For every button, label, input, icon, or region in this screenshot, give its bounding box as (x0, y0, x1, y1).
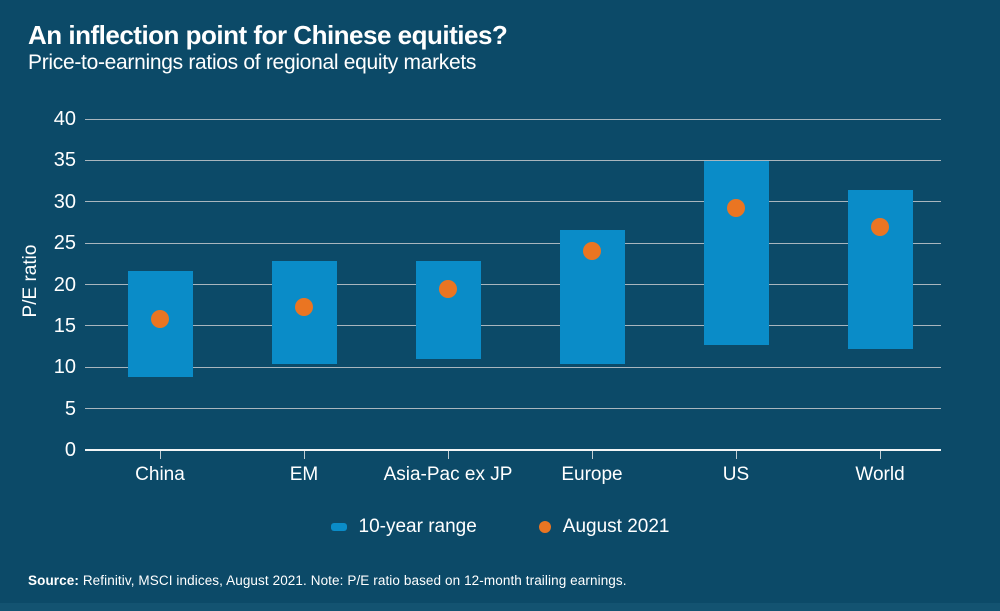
gridline-15 (85, 325, 941, 327)
x-tick-china (160, 451, 161, 459)
y-tick-label-35: 35 (53, 149, 76, 172)
x-tick-world (880, 451, 881, 459)
range-bar-world (847, 190, 913, 350)
x-tick-asia-pac-ex-jp (448, 451, 449, 459)
bottom-accent-strip (0, 603, 1000, 611)
legend: 10-year range August 2021 (0, 516, 1000, 538)
gridline-35 (85, 159, 941, 161)
range-bar-asia-pac-ex-jp (415, 261, 481, 359)
x-category-label-asia-pac-ex-jp: Asia-Pac ex JP (383, 464, 513, 485)
dot-marker-europe (583, 241, 601, 260)
legend-item-august: August 2021 (538, 516, 670, 538)
y-tick-label-5: 5 (64, 397, 76, 420)
gridline-20 (85, 284, 941, 285)
legend-label-august: August 2021 (562, 516, 670, 537)
chart-title: An inflection point for Chinese equities… (28, 20, 508, 50)
y-tick-label-40: 40 (53, 108, 76, 130)
source-note: Source: Refinitiv, MSCI indices, August … (28, 573, 627, 588)
y-tick-label-30: 30 (53, 190, 76, 213)
legend-label-range: 10-year range (358, 516, 477, 537)
dot-marker-us (727, 199, 745, 218)
x-category-label-em: EM (289, 464, 319, 485)
range-bar-us (703, 161, 769, 345)
y-tick-label-0: 0 (64, 439, 76, 461)
y-tick-label-15: 15 (53, 314, 76, 337)
y-tick-label-25: 25 (53, 232, 76, 255)
dot-marker-china (151, 310, 169, 329)
dot-marker-world (871, 217, 889, 236)
range-bar-swatch-icon (330, 523, 347, 531)
gridline-40 (85, 118, 941, 120)
x-tick-us (736, 451, 737, 459)
gridline-25 (85, 242, 941, 244)
chart-subtitle: Price-to-earnings ratios of regional equ… (28, 51, 477, 74)
x-category-label-europe: Europe (561, 464, 623, 485)
source-text: Refinitiv, MSCI indices, August 2021. No… (78, 573, 627, 588)
gridline-10 (85, 366, 941, 368)
x-axis-line (85, 449, 941, 451)
x-tick-em (304, 451, 305, 459)
source-label: Source: (28, 573, 79, 588)
gridline-30 (85, 201, 941, 203)
x-category-label-world: World (855, 464, 905, 485)
x-tick-europe (592, 451, 593, 459)
legend-item-range: 10-year range (330, 516, 477, 538)
dot-marker-em (295, 297, 313, 316)
gridline-5 (85, 408, 941, 410)
dot-marker-asia-pac-ex-jp (439, 279, 457, 298)
page-header: An inflection point for Chinese equities… (28, 20, 508, 76)
dot-swatch-icon (538, 521, 551, 533)
x-category-label-us: US (722, 464, 750, 485)
x-category-label-china: China (135, 464, 185, 485)
y-tick-label-20: 20 (53, 273, 76, 296)
y-tick-label-10: 10 (53, 356, 76, 379)
plot-area: 0 5 10 15 20 25 30 35 40 China EM Asia-Pac ex JP Eu… (54, 108, 952, 485)
